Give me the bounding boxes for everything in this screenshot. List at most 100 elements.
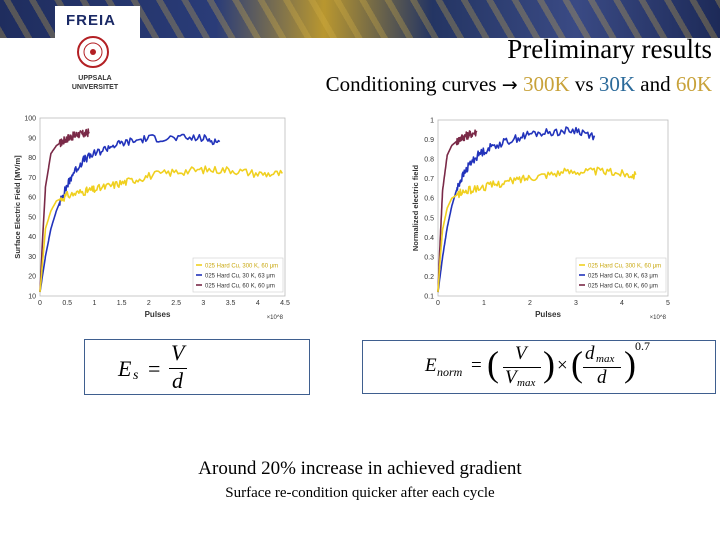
x-tick-label: 1.5: [117, 300, 127, 307]
eq-left-lhs: E: [118, 356, 132, 381]
eq-right-num2-sub: max: [596, 353, 615, 365]
y-tick-label: 60: [28, 195, 36, 202]
legend-entry: 025 Hard Cu, 60 K, 60 μm: [588, 284, 658, 290]
caption-main: Around 20% increase in achieved gradient: [198, 458, 522, 479]
x-multiplier-label: ×10^8: [267, 315, 284, 321]
x-axis-label: Pulses: [535, 310, 561, 319]
series-line: [39, 165, 283, 293]
y-axis-label: Surface Electric Field [MV/m]: [13, 155, 22, 259]
eq-right-den1: V: [505, 367, 517, 388]
university-seal-icon: [77, 36, 109, 68]
y-axis-label: Normalized electric field: [411, 164, 420, 251]
legend-entry: 025 Hard Cu, 300 K, 60 μm: [205, 264, 278, 270]
x-multiplier-label: ×10^8: [650, 315, 667, 321]
x-axis-label: Pulses: [145, 310, 171, 319]
x-tick-label: 1: [482, 300, 486, 307]
chart-surface-field: 10 20 30 40 50 60 70 80 90 100 0 0.5 1 1.5 2 2.5 3 3.5 4 4.…: [13, 116, 290, 322]
eq-right-den1-sub: max: [517, 377, 536, 389]
logo-panel: [55, 6, 140, 104]
eq-right-paren-right: ): [543, 344, 555, 384]
x-tick-label: 3: [574, 300, 578, 307]
chart-normalized-field: 0.1 0.2 0.3 0.4 0.5 0.6 0.7 0.8 0.9 1 0 1 2 3 4 5 Pulses…: [411, 118, 670, 322]
legend-box: [192, 257, 284, 293]
y-tick-label: 50: [28, 214, 36, 221]
x-tick-label: 0: [38, 300, 42, 307]
legend-box: [575, 257, 667, 293]
eq-right-exponent: 0.7: [635, 339, 650, 353]
slide-title: Preliminary results: [507, 34, 712, 64]
x-tick-label: 5: [666, 300, 670, 307]
y-tick-label: 0.9: [424, 137, 434, 144]
y-tick-label: 100: [24, 116, 36, 123]
equation-right-box: [362, 340, 716, 394]
x-tick-label: 0.5: [62, 300, 72, 307]
y-tick-label: 20: [28, 274, 36, 281]
eq-left-den: d: [172, 368, 183, 393]
y-tick-label: 0.1: [424, 294, 434, 301]
eq-left-num: V: [171, 340, 185, 365]
y-tick-label: 0.7: [424, 176, 434, 183]
x-tick-label: 0: [436, 300, 440, 307]
subtitle-and: and: [635, 72, 676, 96]
subtitle-30k: 30K: [598, 72, 635, 96]
eq-right-equals: =: [471, 355, 482, 376]
equation-right: E norm = ( V V max ) × ( d max d ) 0.7: [425, 339, 655, 391]
y-tick-label: 0.5: [424, 215, 434, 222]
y-tick-label: 40: [28, 234, 36, 241]
x-tick-label: 4: [256, 300, 260, 307]
eq-right-paren-right2: ): [624, 344, 636, 384]
y-tick-label: 90: [28, 135, 36, 142]
x-tick-label: 4.5: [280, 300, 290, 307]
eq-right-num1: V: [515, 343, 527, 364]
eq-right-times: ×: [557, 355, 568, 376]
eq-right-paren-left2: (: [571, 344, 583, 384]
y-tick-label: 0.2: [424, 274, 434, 281]
slide-subtitle: Conditioning curves → 300K vs 30K and 60…: [326, 72, 712, 97]
y-tick-label: 10: [28, 294, 36, 301]
x-tick-label: 2: [528, 300, 532, 307]
y-tick-label: 0.8: [424, 157, 434, 164]
arrow-right-icon: →: [501, 74, 518, 96]
x-tick-label: 3.5: [226, 300, 236, 307]
legend-entry: 025 Hard Cu, 30 K, 63 μm: [588, 274, 658, 280]
eq-right-sub: norm: [437, 365, 463, 379]
series-line: [39, 128, 90, 293]
y-tick-label: 1: [430, 118, 434, 125]
eq-right-paren-left: (: [487, 344, 499, 384]
subtitle-60k: 60K: [675, 72, 712, 96]
eq-left-bar: [169, 368, 187, 369]
series-line: [437, 126, 596, 293]
subtitle-prefix: Conditioning curves: [325, 72, 502, 96]
x-tick-label: 2: [147, 300, 151, 307]
eq-right-num2: d: [585, 343, 595, 364]
eq-right-bar2: [583, 367, 621, 368]
y-tick-label: 70: [28, 175, 36, 182]
legend-entry: 025 Hard Cu, 60 K, 60 μm: [205, 284, 275, 290]
y-tick-label: 80: [28, 155, 36, 162]
series-line: [437, 166, 637, 293]
series-line: [437, 129, 478, 293]
subtitle-vs: vs: [569, 72, 599, 96]
university-name: UPPSALA UNIVERSITET: [71, 75, 119, 91]
eq-right-den2: d: [597, 367, 607, 388]
x-tick-label: 1: [92, 300, 96, 307]
y-tick-label: 0.6: [424, 196, 434, 203]
eq-right-lhs: E: [425, 355, 437, 376]
eq-left-sub: s: [133, 368, 139, 383]
subtitle-300k: 300K: [522, 72, 570, 96]
equation-left: E s = V d: [118, 340, 208, 393]
x-tick-label: 4: [620, 300, 624, 307]
eq-right-bar1: [503, 367, 541, 368]
legend-entry: 025 Hard Cu, 300 K, 60 μm: [588, 264, 661, 270]
y-tick-label: 30: [28, 254, 36, 261]
x-tick-label: 3: [201, 300, 205, 307]
caption-sub: Surface re-condition quicker after each …: [225, 485, 495, 501]
y-tick-label: 0.4: [424, 235, 434, 242]
eq-left-equals: =: [148, 356, 161, 381]
series-line: [39, 133, 221, 293]
y-tick-label: 0.3: [424, 254, 434, 261]
x-tick-label: 2.5: [171, 300, 181, 307]
equation-left-box: [84, 339, 310, 395]
freia-logo-text: FREIA: [66, 12, 116, 29]
legend-entry: 025 Hard Cu, 30 K, 63 μm: [205, 274, 275, 280]
